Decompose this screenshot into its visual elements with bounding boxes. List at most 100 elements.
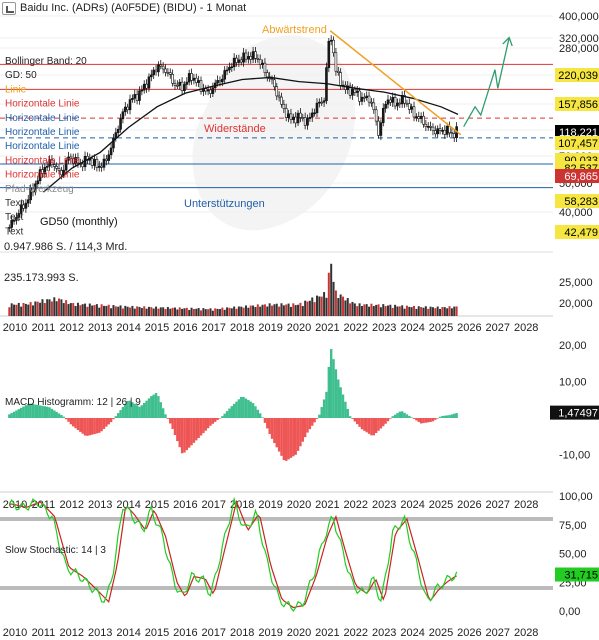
macd-bar[interactable] — [159, 402, 162, 418]
macd-bar[interactable] — [197, 418, 200, 438]
volume-bar[interactable] — [88, 303, 91, 316]
volume-bar[interactable] — [136, 306, 139, 316]
volume-bar[interactable] — [93, 305, 96, 316]
macd-bar[interactable] — [254, 406, 257, 418]
macd-bar[interactable] — [308, 418, 312, 430]
macd-bar[interactable] — [266, 418, 269, 429]
volume-bar[interactable] — [209, 308, 212, 316]
volume-bar[interactable] — [311, 297, 314, 316]
macd-bar[interactable] — [263, 418, 267, 423]
candle[interactable] — [450, 132, 454, 135]
volume-bar[interactable] — [17, 302, 20, 316]
volume-bar[interactable] — [249, 305, 252, 316]
volume-bar[interactable] — [271, 305, 274, 316]
macd-bar[interactable] — [86, 418, 89, 436]
candle[interactable] — [410, 106, 413, 110]
macd-bar[interactable] — [214, 418, 217, 422]
volume-bar[interactable] — [159, 307, 162, 316]
volume-bar[interactable] — [15, 304, 18, 316]
volume-bar[interactable] — [237, 306, 240, 316]
candle[interactable] — [251, 51, 255, 60]
macd-bar[interactable] — [344, 401, 347, 418]
macd-bar[interactable] — [348, 416, 352, 418]
volume-bar[interactable] — [370, 303, 373, 316]
macd-bar[interactable] — [112, 418, 115, 420]
macd-bar[interactable] — [391, 416, 394, 418]
volume-bar[interactable] — [86, 306, 89, 316]
candle[interactable] — [275, 86, 279, 97]
macd-bar[interactable] — [202, 418, 205, 434]
macd-bar[interactable] — [301, 418, 304, 442]
volume-bar[interactable] — [389, 304, 392, 316]
candle[interactable] — [424, 123, 428, 127]
candle[interactable] — [24, 202, 28, 209]
candle[interactable] — [147, 76, 151, 89]
macd-bar[interactable] — [8, 414, 11, 418]
macd-bar[interactable] — [27, 403, 30, 418]
candle[interactable] — [22, 204, 25, 209]
candle[interactable] — [41, 169, 44, 174]
candle[interactable] — [152, 69, 155, 76]
candle[interactable] — [396, 102, 399, 107]
macd-bar[interactable] — [53, 410, 56, 418]
macd-bar[interactable] — [237, 399, 241, 418]
candle[interactable] — [389, 99, 392, 103]
candle[interactable] — [38, 169, 42, 182]
volume-bar[interactable] — [31, 305, 34, 316]
macd-bar[interactable] — [242, 397, 245, 418]
volume-bar[interactable] — [410, 307, 413, 316]
macd-bar[interactable] — [403, 412, 406, 418]
volume-bar[interactable] — [218, 309, 221, 316]
volume-bar[interactable] — [84, 303, 87, 316]
macd-bar[interactable] — [443, 415, 446, 418]
candle[interactable] — [119, 118, 122, 130]
macd-bar[interactable] — [287, 418, 290, 460]
volume-bar[interactable] — [140, 308, 143, 316]
candle[interactable] — [393, 97, 397, 107]
macd-bar[interactable] — [251, 403, 255, 418]
volume-bar[interactable] — [8, 307, 11, 316]
candle[interactable] — [308, 116, 312, 119]
volume-bar[interactable] — [183, 308, 186, 316]
candle[interactable] — [417, 116, 421, 119]
candle[interactable] — [57, 168, 61, 171]
candle[interactable] — [105, 158, 108, 161]
macd-bar[interactable] — [45, 406, 49, 418]
macd-bar[interactable] — [398, 411, 402, 418]
macd-bar[interactable] — [247, 400, 250, 418]
volume-bar[interactable] — [65, 300, 68, 316]
candle[interactable] — [263, 62, 267, 73]
candle[interactable] — [157, 64, 160, 73]
volume-bar[interactable] — [443, 307, 446, 316]
volume-bar[interactable] — [200, 310, 203, 316]
macd-bar[interactable] — [67, 418, 70, 422]
downtrend-line[interactable] — [329, 30, 462, 136]
volume-bar[interactable] — [235, 308, 238, 316]
volume-bar[interactable] — [126, 306, 129, 316]
macd-bar[interactable] — [152, 394, 155, 418]
volume-bar[interactable] — [427, 308, 430, 316]
candle[interactable] — [244, 52, 248, 60]
candle[interactable] — [296, 112, 300, 124]
candle[interactable] — [43, 167, 47, 174]
volume-bar[interactable] — [171, 307, 174, 316]
macd-bar[interactable] — [337, 379, 340, 418]
volume-bar[interactable] — [166, 306, 169, 316]
macd-bar[interactable] — [299, 418, 302, 447]
candle[interactable] — [415, 116, 418, 118]
macd-bar[interactable] — [90, 418, 94, 435]
macd-bar[interactable] — [228, 408, 231, 418]
macd-bar[interactable] — [294, 418, 297, 455]
macd-bar[interactable] — [410, 417, 413, 418]
volume-bar[interactable] — [20, 306, 23, 316]
volume-bar[interactable] — [143, 306, 146, 316]
volume-bar[interactable] — [173, 307, 176, 316]
macd-bar[interactable] — [124, 404, 127, 418]
macd-bar[interactable] — [138, 406, 141, 418]
candle[interactable] — [429, 126, 432, 128]
volume-bar[interactable] — [275, 303, 278, 316]
macd-bar[interactable] — [419, 418, 423, 424]
volume-bar[interactable] — [29, 302, 32, 316]
macd-bar[interactable] — [332, 359, 335, 418]
candle[interactable] — [348, 85, 352, 96]
